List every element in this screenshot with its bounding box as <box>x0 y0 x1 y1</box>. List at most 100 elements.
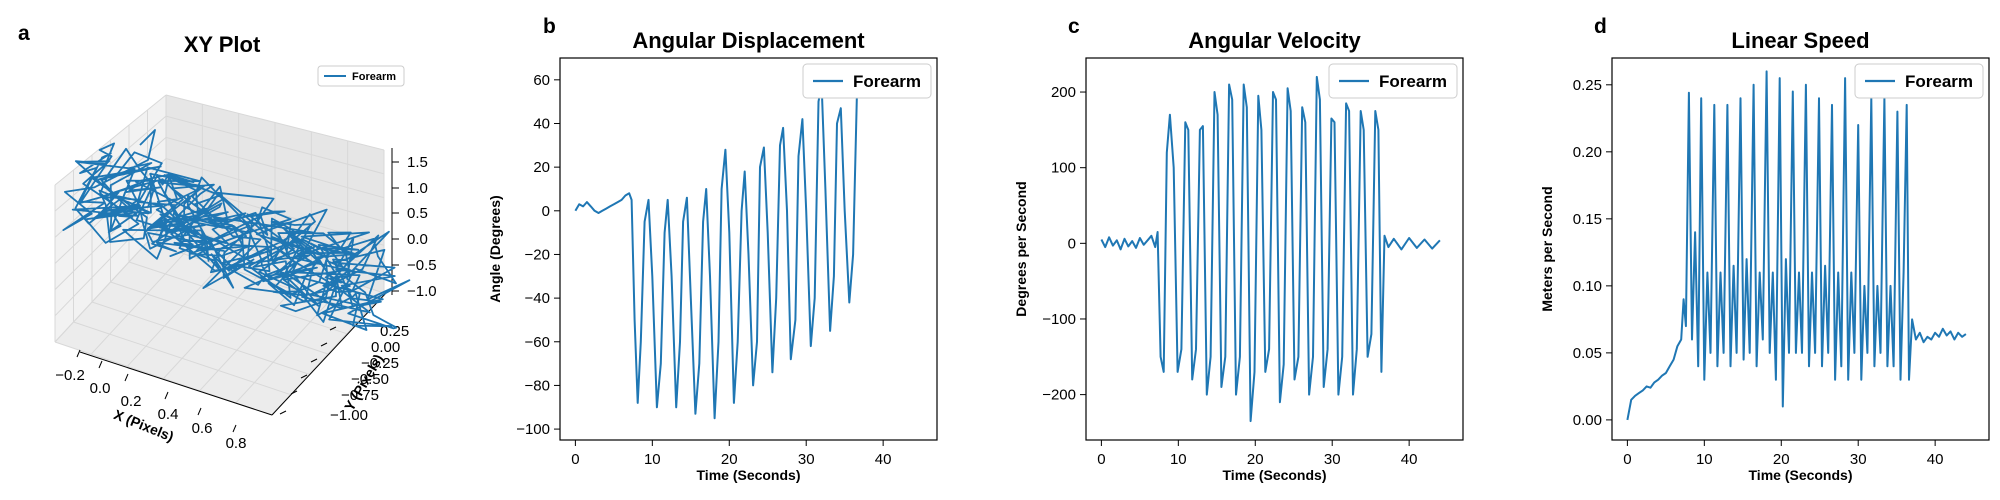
legend: Forearm <box>317 65 405 87</box>
x-tick-label: 30 <box>1850 451 1867 468</box>
x-tick-label: 0.8 <box>226 435 247 452</box>
legend-box <box>1328 63 1458 99</box>
x-tick-label: −0.2 <box>55 367 85 384</box>
panel-letter: a <box>18 22 30 45</box>
y-tick-label: −0.75 <box>341 387 379 404</box>
legend: Forearm <box>1854 63 1984 99</box>
wall-grid-line <box>54 115 167 212</box>
y-tick-mark <box>320 342 328 347</box>
y-tick-label: 0.10 <box>1573 278 1602 295</box>
chart-title: Linear Speed <box>1731 28 1869 53</box>
y-tick-label: 0.15 <box>1573 211 1602 228</box>
y-tick-label: 200 <box>1051 84 1076 101</box>
y-axis-label: Angle (Degrees) <box>487 195 503 302</box>
x-tick-label: 10 <box>644 451 661 468</box>
panel-letter-b: b <box>543 15 556 38</box>
x-tick-mark <box>164 391 169 400</box>
legend-box <box>1854 63 1984 99</box>
panel-letter: c <box>1068 15 1080 38</box>
y-tick-label: −0.25 <box>361 355 399 372</box>
y-tick-label: 0.05 <box>1573 345 1602 362</box>
x-tick-mark <box>197 407 202 416</box>
z-tick-label: −1.0 <box>407 283 437 300</box>
panel-letter-c: c <box>1068 15 1080 38</box>
x-tick-label: 40 <box>1401 451 1418 468</box>
z-tick-label: 1.5 <box>407 154 428 171</box>
chart-title: Angular Velocity <box>1188 28 1361 53</box>
y-tick-mark <box>279 410 287 415</box>
axes-frame <box>1611 57 1990 441</box>
series-line-forearm <box>1626 70 1967 421</box>
x-tick-label: 20 <box>721 451 738 468</box>
y-tick-label: −0.50 <box>351 371 389 388</box>
x-tick-label: 0 <box>571 451 579 468</box>
wall-grid-line <box>54 94 167 186</box>
x-tick-label: 40 <box>875 451 892 468</box>
x-tick-label: 30 <box>798 451 815 468</box>
y-tick-label: −20 <box>525 246 550 263</box>
x-tick-label: 20 <box>1247 451 1264 468</box>
y-tick-label: 100 <box>1051 160 1076 177</box>
x-tick-label: 0 <box>1623 451 1631 468</box>
legend-label: Forearm <box>853 72 921 91</box>
y-tick-label: 0.20 <box>1573 144 1602 161</box>
x-tick-label: 0.6 <box>192 420 213 437</box>
legend-label: Forearm <box>1905 72 1973 91</box>
y-tick-label: −60 <box>525 334 550 351</box>
x-tick-label: 10 <box>1696 451 1713 468</box>
legend: Forearm <box>802 63 932 99</box>
series-line-forearm <box>1100 75 1441 423</box>
x-tick-label: 20 <box>1773 451 1790 468</box>
y-tick-label: −40 <box>525 290 550 307</box>
x-tick-label: 0 <box>1097 451 1105 468</box>
panel-letter: b <box>543 15 556 38</box>
y-tick-label: −200 <box>1042 387 1076 404</box>
y-tick-mark <box>310 358 318 363</box>
panel-d: Linear Speed 0 10 20 30 40 0.25 0.20 0.15 0.10 0.0… <box>1539 28 1990 483</box>
y-tick-label: 40 <box>533 115 550 132</box>
z-tick-label: 0.0 <box>407 231 428 248</box>
floor-grid-line <box>147 241 366 314</box>
y-axis-label: Degrees per Second <box>1013 181 1029 316</box>
legend-label: Forearm <box>352 71 396 83</box>
legend: Forearm <box>1328 63 1458 99</box>
y-tick-label: 0 <box>542 203 550 220</box>
wall-grid-line <box>165 115 385 175</box>
x-tick-label: 0.2 <box>121 393 142 410</box>
chart-title: XY Plot <box>184 32 261 57</box>
x-tick-label: 10 <box>1170 451 1187 468</box>
panel-letter-d: d <box>1594 15 1607 38</box>
y-tick-label: 0.00 <box>1573 412 1602 429</box>
y-tick-label: −1.00 <box>330 407 368 424</box>
y-tick-mark <box>329 326 337 331</box>
y-axis-label: Meters per Second <box>1539 186 1555 311</box>
x-axis-label: Time (Seconds) <box>697 467 801 483</box>
y-tick-mark <box>300 374 308 379</box>
y-tick-label: 0.00 <box>371 339 400 356</box>
chart-title: Angular Displacement <box>632 28 865 53</box>
x-tick-mark <box>98 360 103 369</box>
y-tick-label: 0 <box>1068 235 1076 252</box>
legend-box <box>317 65 405 87</box>
z-tick-label: 0.5 <box>407 205 428 222</box>
panel-letter-a: a <box>18 22 30 45</box>
axes-frame <box>559 57 938 441</box>
x-axis-line <box>79 351 273 416</box>
y-tick-label: 20 <box>533 159 550 176</box>
legend-box <box>802 63 932 99</box>
y-tick-label: −80 <box>525 377 550 394</box>
x-tick-label: 40 <box>1927 451 1944 468</box>
panel-c: Angular Velocity 0 10 20 30 40 200 100 0 −100 −200… <box>1013 28 1464 483</box>
x-tick-label: 0.4 <box>158 406 179 423</box>
x-tick-mark <box>76 349 81 358</box>
y-tick-label: −100 <box>1042 311 1076 328</box>
x-tick-mark <box>232 424 237 433</box>
y-tick-label: 60 <box>533 72 550 89</box>
panel-a: XY Plot−0.20.00.20.40.60.8X (Pixels)0.25… <box>54 32 437 452</box>
z-tick-label: −0.5 <box>407 257 437 274</box>
series-line-forearm <box>62 129 411 331</box>
x-axis-label: Time (Seconds) <box>1223 467 1327 483</box>
legend-label: Forearm <box>1379 72 1447 91</box>
y-axis-line <box>271 292 387 416</box>
